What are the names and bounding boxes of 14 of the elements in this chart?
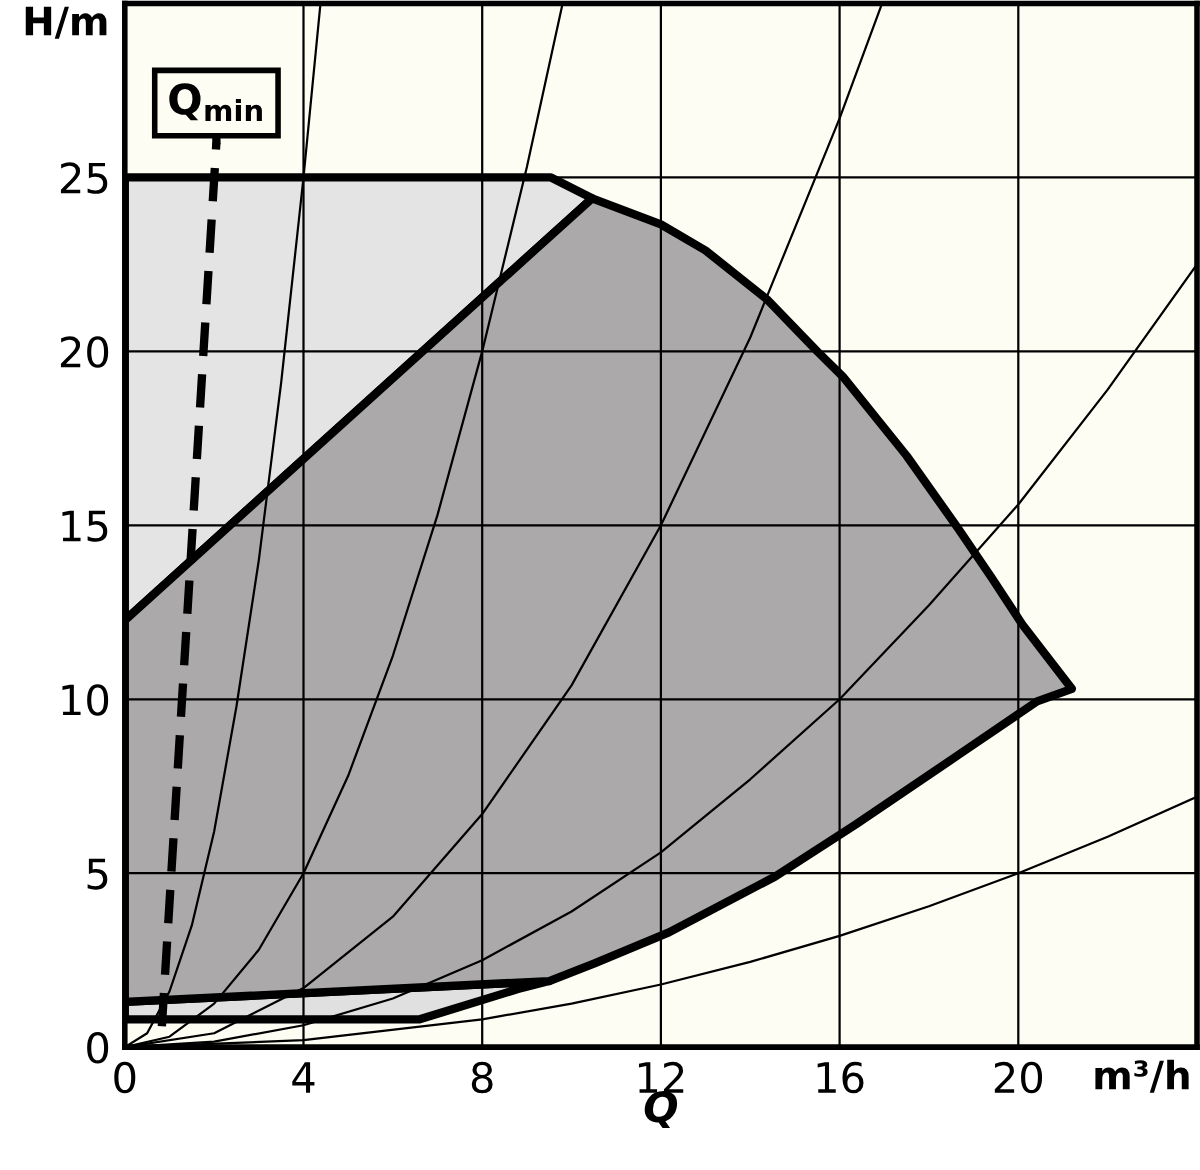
y-axis-title: H/m: [25, 6, 107, 39]
y-tick-label: 10: [62, 684, 109, 716]
y-tick-label: 25: [60, 162, 108, 194]
x-tick-label: 0: [114, 1061, 136, 1094]
y-tick-label: 0: [87, 1032, 109, 1064]
x-tick-label: 4: [292, 1062, 315, 1093]
x-tick-label: 16: [817, 1061, 864, 1094]
x-tick-label: 20: [994, 1061, 1043, 1094]
y-tick-label: 20: [60, 336, 109, 368]
x-tick-label: 8: [471, 1061, 493, 1094]
y-tick-label: 5: [87, 858, 108, 890]
annotation: Q$_{min}$: [169, 83, 262, 122]
y-tick-label: 15: [62, 510, 108, 542]
text: m³/h: [1095, 1059, 1189, 1093]
